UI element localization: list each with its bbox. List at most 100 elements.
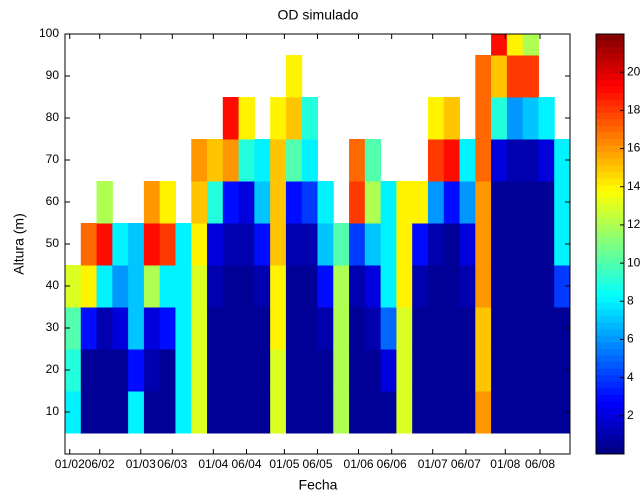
heat-cell	[475, 139, 492, 182]
heat-cell	[128, 307, 145, 350]
heat-cell	[143, 265, 161, 308]
heat-cell	[270, 139, 287, 182]
heat-cell	[80, 265, 98, 308]
heat-cell	[80, 223, 98, 266]
heat-cell	[254, 139, 271, 182]
colorbar-swatch	[596, 211, 624, 219]
heat-cell	[112, 307, 129, 350]
heat-cell	[459, 307, 476, 350]
colorbar-swatch	[596, 381, 624, 389]
heat-cell	[412, 265, 429, 308]
heat-cell	[65, 307, 82, 350]
colorbar-swatch	[596, 145, 624, 153]
colorbar-swatch	[596, 263, 624, 271]
colorbar-swatch	[596, 244, 624, 252]
colorbar-swatch	[596, 427, 624, 435]
heat-cell	[475, 97, 492, 140]
heat-cell	[522, 265, 539, 308]
heat-cell	[238, 391, 255, 434]
y-tick-label: 50	[46, 236, 60, 250]
heat-cell	[317, 349, 334, 392]
heat-cell	[175, 223, 192, 266]
heat-cell	[285, 97, 303, 140]
heat-cell	[96, 181, 113, 224]
heat-cell	[270, 265, 287, 308]
heat-cell	[475, 223, 492, 266]
heat-cell	[270, 223, 287, 266]
heat-cell	[301, 349, 318, 392]
heat-cell	[349, 223, 366, 266]
heat-cell	[333, 349, 350, 392]
colorbar-swatch	[596, 447, 624, 455]
heat-cell	[159, 307, 176, 350]
heat-cell	[80, 349, 98, 392]
heat-cell	[191, 391, 208, 434]
heat-cell	[475, 349, 492, 392]
colorbar-swatch	[596, 276, 624, 284]
colorbar-swatch	[596, 184, 624, 192]
colorbar-tick-label: 10	[627, 255, 641, 269]
colorbar-swatch	[596, 79, 624, 87]
x-tick-label: 06/06	[377, 457, 407, 471]
colorbar-swatch	[596, 270, 624, 278]
heat-cell	[222, 391, 240, 434]
heat-cell	[380, 391, 397, 434]
colorbar-swatch	[596, 230, 624, 238]
x-tick-label: 01/02	[55, 457, 85, 471]
heat-cell	[238, 349, 255, 392]
colorbar-swatch	[596, 375, 624, 383]
heat-cell	[459, 349, 476, 392]
heat-cell	[554, 307, 571, 350]
heat-cell	[412, 307, 429, 350]
heat-cell	[396, 349, 413, 392]
colorbar-swatch	[596, 329, 624, 337]
heat-cell	[459, 265, 476, 308]
heat-cell	[254, 223, 271, 266]
heat-cell	[270, 181, 287, 224]
colorbar-swatch	[596, 106, 624, 114]
colorbar-swatch	[596, 204, 624, 212]
colorbar-swatch	[596, 349, 624, 357]
colorbar-swatch	[596, 237, 624, 245]
colorbar-tick-label: 16	[627, 141, 641, 155]
heat-cell	[364, 139, 382, 182]
y-tick-label: 60	[46, 194, 60, 208]
colorbar-swatch	[596, 414, 624, 422]
heat-cell	[380, 181, 397, 224]
heat-cell	[96, 307, 113, 350]
heat-cell	[475, 307, 492, 350]
heat-cell	[522, 349, 539, 392]
heat-cell	[96, 223, 113, 266]
heat-cell	[349, 391, 366, 434]
heat-cell	[112, 349, 129, 392]
x-tick-label: 06/04	[231, 457, 261, 471]
colorbar-swatch	[596, 303, 624, 311]
heat-cell	[364, 223, 382, 266]
heat-cell	[491, 139, 508, 182]
heat-cell	[222, 307, 240, 350]
colorbar-swatch	[596, 119, 624, 127]
heat-cell	[554, 139, 571, 182]
heat-cell	[412, 181, 429, 224]
heat-cell	[159, 181, 176, 224]
heat-cell	[143, 391, 161, 434]
heat-cell	[522, 307, 539, 350]
heat-cell	[207, 265, 224, 308]
colorbar-swatch	[596, 34, 624, 42]
heat-cell	[317, 265, 334, 308]
heat-cell	[554, 391, 571, 434]
heat-cell	[364, 265, 382, 308]
heat-cell	[254, 349, 271, 392]
heat-cell	[301, 223, 318, 266]
y-tick-label: 20	[46, 362, 60, 376]
y-tick-label: 40	[46, 278, 60, 292]
heat-cell	[333, 223, 350, 266]
heat-cell	[128, 265, 145, 308]
heat-cell	[191, 265, 208, 308]
heat-cell	[396, 265, 413, 308]
heat-cell	[112, 391, 129, 434]
heat-cell	[317, 307, 334, 350]
heat-cell	[254, 391, 271, 434]
heat-cell	[538, 139, 555, 182]
